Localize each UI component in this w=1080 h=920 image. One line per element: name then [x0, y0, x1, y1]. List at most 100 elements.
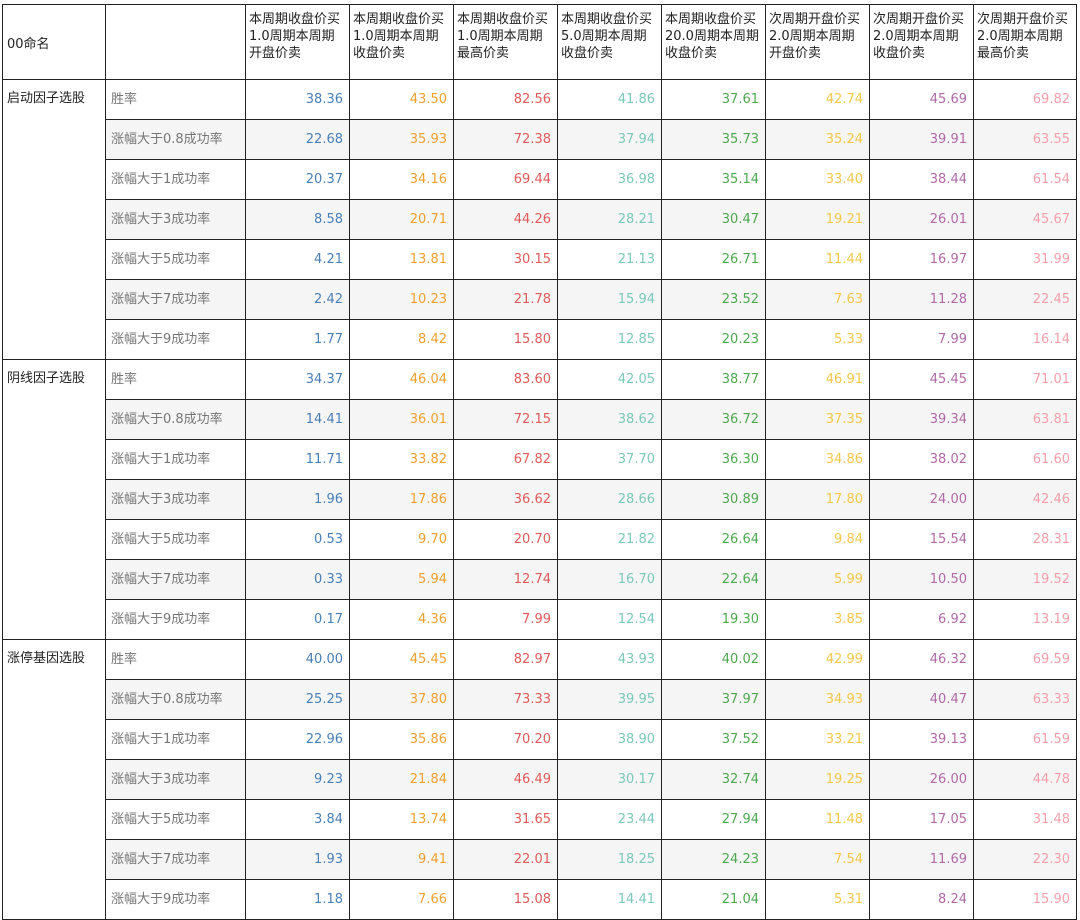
- table-row: 涨幅大于3成功率 1.96 17.86 36.62 28.66 30.89 17.80 24.…: [3, 479, 1077, 520]
- table-cell: 7.99: [869, 319, 974, 360]
- corner-label: 00命名: [2, 4, 106, 80]
- table-cell: 11.71: [245, 439, 350, 480]
- table-cell: 20.71: [349, 199, 454, 240]
- metric-label: 涨幅大于7成功率: [105, 559, 246, 600]
- table-cell: 37.97: [661, 679, 766, 720]
- table-cell: 33.82: [349, 439, 454, 480]
- metric-label: 涨幅大于9成功率: [105, 879, 246, 920]
- table-cell: 3.84: [245, 799, 350, 840]
- table-cell: 38.02: [869, 439, 974, 480]
- table-row: 涨幅大于7成功率 1.93 9.41 22.01 18.25 24.23 7.54 11.69…: [3, 839, 1077, 880]
- table-cell: 13.19: [973, 599, 1077, 640]
- metric-label: 涨幅大于9成功率: [105, 319, 246, 360]
- table-cell: 11.44: [765, 239, 870, 280]
- table-cell: 35.24: [765, 119, 870, 160]
- table-cell: 39.34: [869, 399, 974, 440]
- table-cell: 28.31: [973, 519, 1077, 560]
- table-cell: 63.81: [973, 399, 1077, 440]
- table-cell: 34.86: [765, 439, 870, 480]
- table-cell: 70.20: [453, 719, 558, 760]
- table-body: 启动因子选股 胜率 38.36 43.50 82.56 41.86 37.61 42.74 45…: [2, 79, 1077, 920]
- table-cell: 8.24: [869, 879, 974, 920]
- table-cell: 69.44: [453, 159, 558, 200]
- table-cell: 34.37: [245, 359, 350, 400]
- table-cell: 45.45: [869, 359, 974, 400]
- table-cell: 19.52: [973, 559, 1077, 600]
- table-row: 涨幅大于3成功率 8.58 20.71 44.26 28.21 30.47 19.21 26.…: [3, 199, 1077, 240]
- table-cell: 4.21: [245, 239, 350, 280]
- table-cell: 9.84: [765, 519, 870, 560]
- table-cell: 46.49: [453, 759, 558, 800]
- table-cell: 69.82: [973, 79, 1077, 120]
- table-cell: 9.23: [245, 759, 350, 800]
- table-cell: 36.72: [661, 399, 766, 440]
- metric-label: 胜率: [105, 639, 246, 680]
- table-cell: 37.80: [349, 679, 454, 720]
- table-cell: 33.40: [765, 159, 870, 200]
- table-row: 涨幅大于7成功率 0.33 5.94 12.74 16.70 22.64 5.99 10.50…: [3, 559, 1077, 600]
- table-cell: 63.33: [973, 679, 1077, 720]
- table-cell: 30.47: [661, 199, 766, 240]
- table-cell: 21.78: [453, 279, 558, 320]
- table-cell: 35.14: [661, 159, 766, 200]
- table-cell: 42.99: [765, 639, 870, 680]
- table-cell: 19.30: [661, 599, 766, 640]
- table-cell: 9.70: [349, 519, 454, 560]
- metric-label: 涨幅大于1成功率: [105, 439, 246, 480]
- table-cell: 42.74: [765, 79, 870, 120]
- table-row: 涨幅大于0.8成功率 22.68 35.93 72.38 37.94 35.73 35.24…: [3, 119, 1077, 160]
- table-cell: 17.80: [765, 479, 870, 520]
- table-cell: 10.50: [869, 559, 974, 600]
- table-cell: 13.74: [349, 799, 454, 840]
- metric-column-header: [105, 4, 246, 80]
- table-row: 涨幅大于7成功率 2.42 10.23 21.78 15.94 23.52 7.63 11.2…: [3, 279, 1077, 320]
- header-row: 00命名 本周期收盘价买1.0周期本周期开盘价卖 本周期收盘价买1.0周期本周期…: [2, 4, 1077, 80]
- table-row: 涨幅大于5成功率 0.53 9.70 20.70 21.82 26.64 9.84 15.54…: [3, 519, 1077, 560]
- table-cell: 6.92: [869, 599, 974, 640]
- group-label: 涨停基因选股: [2, 639, 106, 920]
- table-cell: 20.23: [661, 319, 766, 360]
- table-cell: 36.01: [349, 399, 454, 440]
- table-cell: 21.04: [661, 879, 766, 920]
- table-cell: 44.26: [453, 199, 558, 240]
- table-cell: 16.14: [973, 319, 1077, 360]
- table-cell: 15.94: [557, 279, 662, 320]
- table-cell: 45.45: [349, 639, 454, 680]
- table-cell: 22.45: [973, 279, 1077, 320]
- table-cell: 17.05: [869, 799, 974, 840]
- column-header: 本周期收盘价买20.0周期本周期收盘价卖: [661, 4, 766, 80]
- table-cell: 28.66: [557, 479, 662, 520]
- table-cell: 1.77: [245, 319, 350, 360]
- metric-label: 涨幅大于3成功率: [105, 199, 246, 240]
- table-cell: 61.59: [973, 719, 1077, 760]
- table-cell: 25.25: [245, 679, 350, 720]
- table-cell: 10.23: [349, 279, 454, 320]
- table-cell: 21.84: [349, 759, 454, 800]
- table-cell: 34.16: [349, 159, 454, 200]
- table-cell: 14.41: [557, 879, 662, 920]
- metric-label: 涨幅大于0.8成功率: [105, 119, 246, 160]
- table-cell: 16.97: [869, 239, 974, 280]
- table-cell: 0.17: [245, 599, 350, 640]
- table-cell: 72.15: [453, 399, 558, 440]
- table-cell: 31.65: [453, 799, 558, 840]
- table-cell: 15.08: [453, 879, 558, 920]
- metric-label: 涨幅大于1成功率: [105, 719, 246, 760]
- table-cell: 83.60: [453, 359, 558, 400]
- table-cell: 0.53: [245, 519, 350, 560]
- table-cell: 28.21: [557, 199, 662, 240]
- table-cell: 43.50: [349, 79, 454, 120]
- table-cell: 1.96: [245, 479, 350, 520]
- table-cell: 37.94: [557, 119, 662, 160]
- table-cell: 5.31: [765, 879, 870, 920]
- table-cell: 19.25: [765, 759, 870, 800]
- table-cell: 22.68: [245, 119, 350, 160]
- table-cell: 73.33: [453, 679, 558, 720]
- table-cell: 3.85: [765, 599, 870, 640]
- table-cell: 12.54: [557, 599, 662, 640]
- table-cell: 7.99: [453, 599, 558, 640]
- table-cell: 4.36: [349, 599, 454, 640]
- table-cell: 37.61: [661, 79, 766, 120]
- table-cell: 44.78: [973, 759, 1077, 800]
- table-cell: 30.17: [557, 759, 662, 800]
